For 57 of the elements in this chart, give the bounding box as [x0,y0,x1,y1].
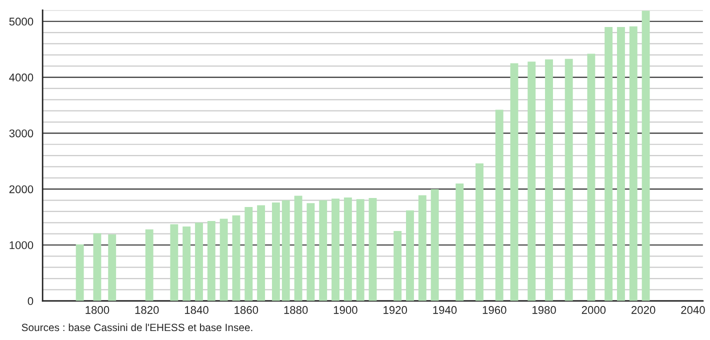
bar [418,195,426,301]
bar [344,197,352,301]
bar [170,224,178,301]
bar [495,110,504,301]
bar [294,196,302,301]
x-tick-label: 1940 [433,306,457,314]
x-tick-label: 1900 [334,306,358,314]
bar [76,244,84,301]
y-tick-label: 3000 [9,129,34,138]
bar [332,198,340,301]
bar [604,26,613,301]
y-tick-label: 0 [28,297,34,306]
bar [356,199,364,301]
x-tick-label: 1980 [532,306,556,314]
source-note: Sources : base Cassini de l'EHESS et base Insee. [22,323,252,332]
bar [272,202,280,301]
x-tick-label: 2040 [681,306,705,314]
bar [528,62,536,301]
bar [456,184,464,301]
bar [282,200,290,301]
x-tick-label: 1800 [86,306,110,314]
y-tick-label: 2000 [9,185,34,194]
bar [145,229,154,301]
bar [642,10,650,301]
bar [394,231,402,301]
x-tick-label: 2000 [582,306,606,314]
y-tick-label: 1000 [10,241,34,250]
bar [587,54,596,301]
bar [93,233,102,301]
x-tick-label: 2020 [632,306,656,314]
bar [617,26,625,301]
y-tick-label: 5000 [9,18,34,26]
bar [207,220,216,301]
bar [220,218,228,301]
bar [232,215,240,301]
bar [545,59,553,301]
bar [629,26,638,301]
bar [406,210,414,301]
x-tick-label: 1820 [135,306,159,314]
bar [319,200,328,301]
y-tick-label: 4000 [9,74,34,82]
bar [430,189,439,301]
bar [244,206,253,301]
bar [257,205,266,301]
x-tick-label: 1860 [234,306,258,314]
bar [182,226,191,301]
bar [368,198,377,301]
x-tick-label: 1880 [284,306,308,314]
x-tick-label: 1920 [384,306,408,314]
x-tick-label: 1960 [482,306,506,314]
bar [306,203,315,301]
bar [108,234,116,301]
bar [564,58,573,301]
bar [476,163,484,301]
bar [195,222,203,301]
x-tick-label: 1840 [184,306,208,314]
bar [510,63,518,301]
